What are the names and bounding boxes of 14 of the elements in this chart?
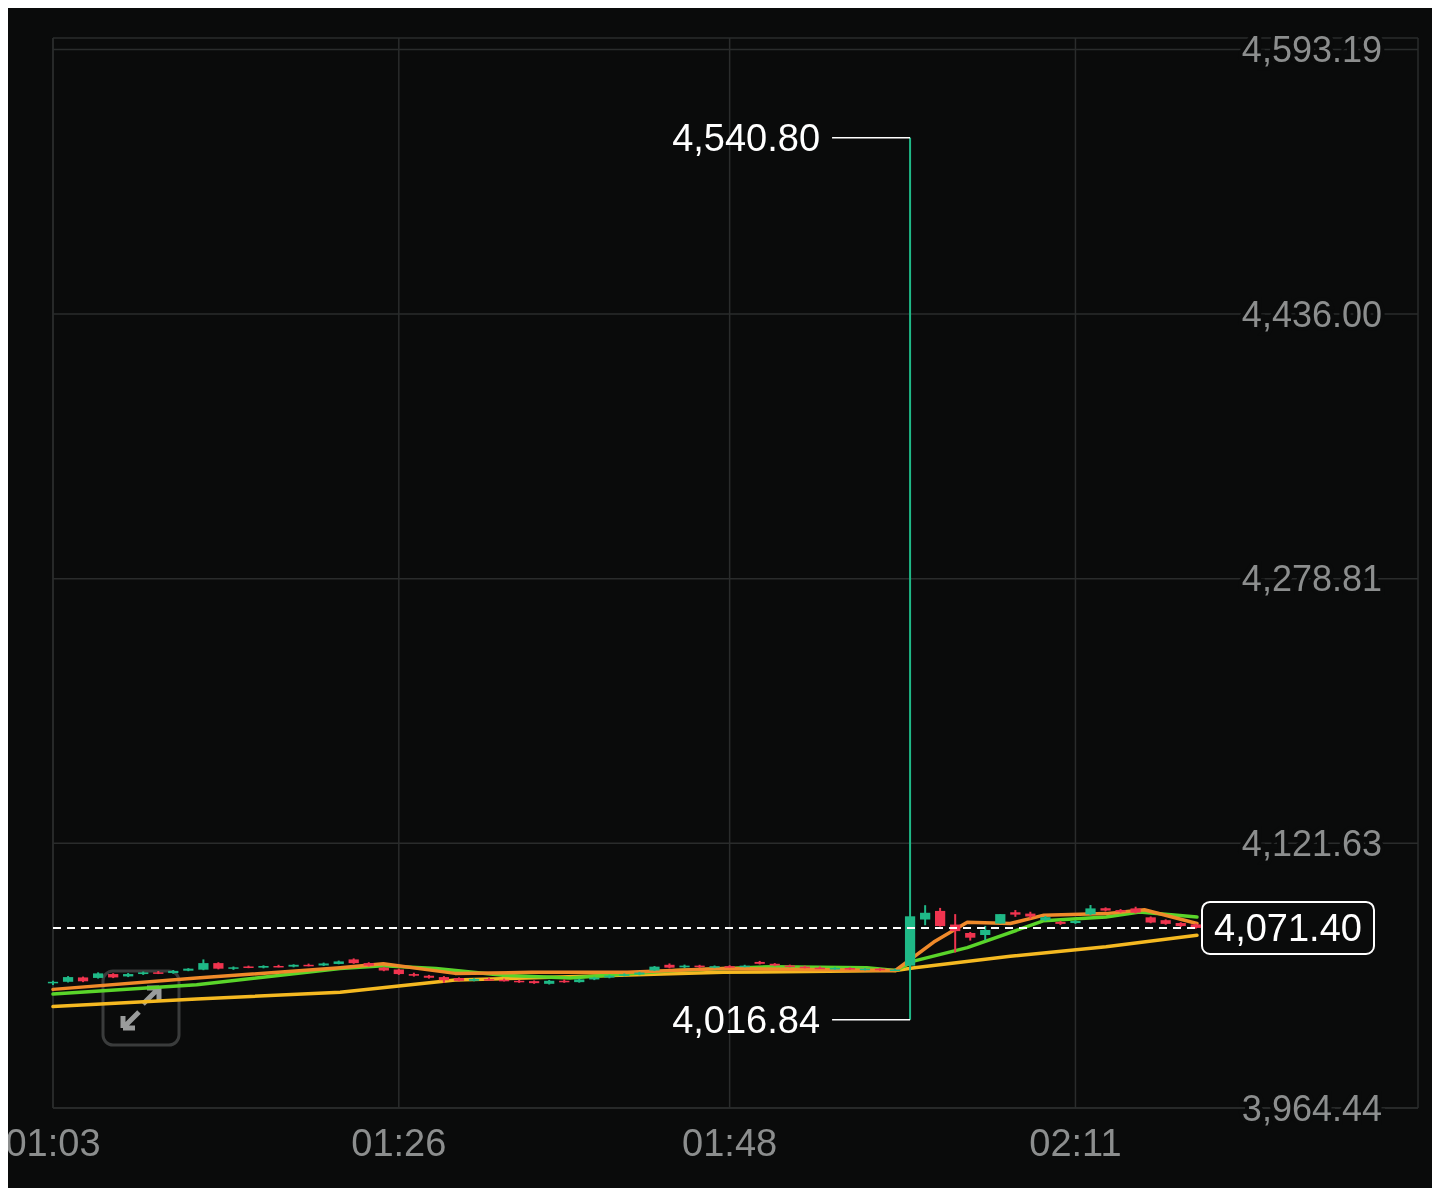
y-tick-label: 4,278.81	[1241, 558, 1382, 600]
ref-line-label: 4,071.40	[1214, 907, 1362, 950]
x-tick-label: 02:11	[1029, 1122, 1122, 1164]
x-tick-label: 01:26	[351, 1122, 447, 1164]
y-tick-label: 4,121.63	[1241, 822, 1382, 864]
annotation: 4,016.84	[672, 999, 821, 1042]
y-tick-label: 4,593.19	[1241, 29, 1382, 71]
annotation: 4,540.80	[672, 116, 821, 159]
candlestick	[934, 906, 946, 928]
candlestick	[904, 136, 916, 1021]
candlestick	[920, 904, 931, 927]
x-tick-label: 01:48	[682, 1122, 778, 1164]
y-tick-label: 3,964.44	[1241, 1087, 1382, 1129]
y-tick-label: 4,436.00	[1241, 293, 1382, 335]
